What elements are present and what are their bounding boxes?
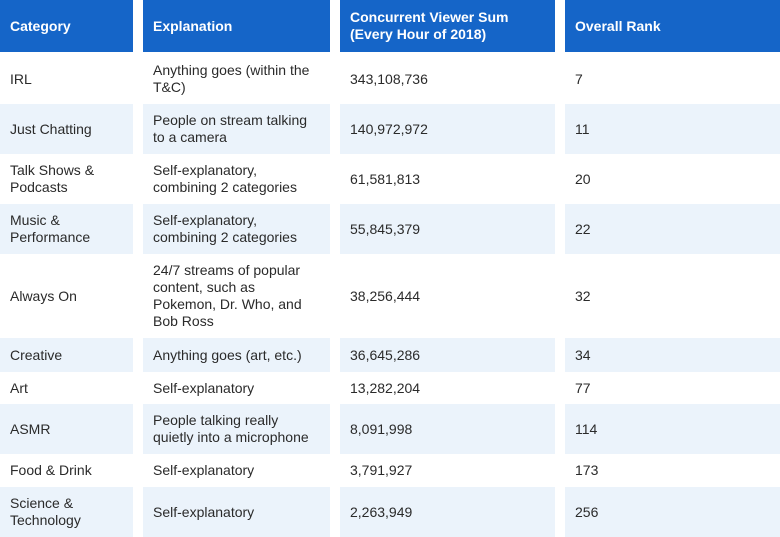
cell-category: Always On [0, 254, 133, 338]
cell-viewer-sum: 140,972,972 [340, 104, 555, 154]
table-row: Talk Shows & Podcasts Self-explanatory, … [0, 154, 780, 204]
cell-explanation: Anything goes (art, etc.) [143, 338, 330, 372]
cell-rank: 20 [565, 154, 780, 204]
cell-explanation: Self-explanatory [143, 454, 330, 487]
cell-category: Music & Performance [0, 204, 133, 254]
cell-viewer-sum: 8,091,998 [340, 404, 555, 454]
cell-viewer-sum: 13,282,204 [340, 372, 555, 404]
cell-viewer-sum: 55,845,379 [340, 204, 555, 254]
cell-category: Creative [0, 338, 133, 372]
cell-category: Art [0, 372, 133, 404]
header-explanation: Explanation [143, 0, 330, 52]
cell-viewer-sum: 38,256,444 [340, 254, 555, 338]
cell-category: IRL [0, 54, 133, 104]
cell-viewer-sum: 61,581,813 [340, 154, 555, 204]
cell-viewer-sum: 3,791,927 [340, 454, 555, 487]
cell-rank: 256 [565, 487, 780, 537]
table-row: Creative Anything goes (art, etc.) 36,64… [0, 338, 780, 372]
table-row: Just Chatting People on stream talking t… [0, 104, 780, 154]
table-row: Art Self-explanatory 13,282,204 77 [0, 372, 780, 404]
cell-rank: 114 [565, 404, 780, 454]
cell-category: Talk Shows & Podcasts [0, 154, 133, 204]
header-viewer-sum: Concurrent Viewer Sum (Every Hour of 201… [340, 0, 555, 52]
header-overall-rank: Overall Rank [565, 0, 780, 52]
cell-explanation: 24/7 streams of popular content, such as… [143, 254, 330, 338]
cell-rank: 11 [565, 104, 780, 154]
cell-category: ASMR [0, 404, 133, 454]
cell-rank: 7 [565, 54, 780, 104]
table-row: Food & Drink Self-explanatory 3,791,927 … [0, 454, 780, 487]
header-category: Category [0, 0, 133, 52]
cell-rank: 173 [565, 454, 780, 487]
cell-category: Just Chatting [0, 104, 133, 154]
cell-category: Food & Drink [0, 454, 133, 487]
cell-explanation: Self-explanatory, combining 2 categories [143, 204, 330, 254]
cell-rank: 22 [565, 204, 780, 254]
cell-explanation: Self-explanatory, combining 2 categories [143, 154, 330, 204]
cell-rank: 32 [565, 254, 780, 338]
cell-rank: 34 [565, 338, 780, 372]
cell-rank: 77 [565, 372, 780, 404]
table-row: Music & Performance Self-explanatory, co… [0, 204, 780, 254]
cell-explanation: People talking really quietly into a mic… [143, 404, 330, 454]
cell-category: Science & Technology [0, 487, 133, 537]
table-row: IRL Anything goes (within the T&C) 343,1… [0, 54, 780, 104]
table-row: ASMR People talking really quietly into … [0, 404, 780, 454]
cell-explanation: Anything goes (within the T&C) [143, 54, 330, 104]
table-row: Science & Technology Self-explanatory 2,… [0, 487, 780, 537]
table-header-row: Category Explanation Concurrent Viewer S… [0, 0, 780, 52]
cell-viewer-sum: 343,108,736 [340, 54, 555, 104]
cell-viewer-sum: 36,645,286 [340, 338, 555, 372]
cell-explanation: Self-explanatory [143, 487, 330, 537]
table-row: Always On 24/7 streams of popular conten… [0, 254, 780, 338]
cell-explanation: People on stream talking to a camera [143, 104, 330, 154]
cell-explanation: Self-explanatory [143, 372, 330, 404]
cell-viewer-sum: 2,263,949 [340, 487, 555, 537]
